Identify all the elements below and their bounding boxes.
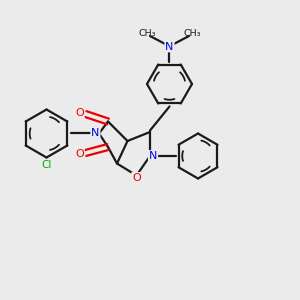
Text: O: O bbox=[75, 149, 84, 159]
Text: N: N bbox=[91, 128, 100, 139]
Text: CH₃: CH₃ bbox=[183, 28, 201, 38]
Text: O: O bbox=[132, 173, 141, 183]
Text: CH₃: CH₃ bbox=[138, 28, 156, 38]
Text: Cl: Cl bbox=[41, 160, 52, 170]
Text: N: N bbox=[165, 41, 174, 52]
Text: N: N bbox=[149, 151, 157, 161]
Text: O: O bbox=[75, 108, 84, 118]
